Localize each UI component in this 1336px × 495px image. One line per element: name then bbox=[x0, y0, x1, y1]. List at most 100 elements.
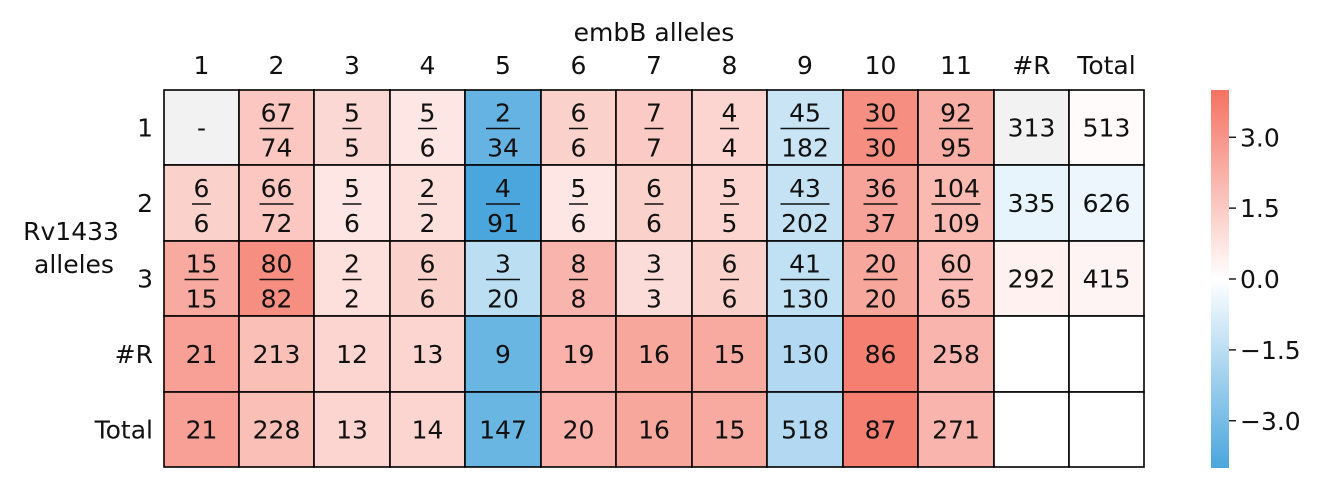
cell-denominator: 130 bbox=[781, 285, 829, 314]
row-label: 1 bbox=[137, 114, 153, 143]
cell-numerator: 80 bbox=[261, 250, 293, 279]
heatmap-cell bbox=[1068, 89, 1145, 166]
cell-numerator: 2 bbox=[420, 174, 436, 203]
cell-label: 86 bbox=[865, 340, 897, 369]
cell-numerator: 2 bbox=[495, 99, 511, 128]
heatmap-cell bbox=[842, 391, 919, 468]
cell-numerator: 30 bbox=[865, 99, 897, 128]
cell-denominator: 30 bbox=[865, 134, 897, 163]
cell-denominator: 8 bbox=[571, 285, 587, 314]
colorbar-tick-label: 1.5 bbox=[1240, 194, 1280, 223]
cell-numerator: 41 bbox=[789, 250, 821, 279]
cell-denominator: 20 bbox=[865, 285, 897, 314]
cell-label: 213 bbox=[253, 340, 301, 369]
row-label: Total bbox=[94, 416, 153, 445]
heatmap-cell bbox=[464, 315, 542, 393]
heatmap-cell bbox=[615, 391, 693, 468]
cell-numerator: 5 bbox=[722, 174, 738, 203]
cell-denominator: 6 bbox=[420, 285, 436, 314]
cell-label: 513 bbox=[1083, 114, 1131, 143]
column-label: 6 bbox=[571, 51, 587, 80]
cell-fraction: 22 bbox=[342, 250, 362, 314]
column-label: Total bbox=[1076, 51, 1135, 80]
column-label: 10 bbox=[865, 51, 897, 80]
cell-numerator: 15 bbox=[186, 250, 218, 279]
heatmap-cell bbox=[615, 164, 693, 242]
cell-fraction: 66 bbox=[192, 174, 211, 238]
column-label: 9 bbox=[797, 51, 813, 80]
heatmap-cell bbox=[540, 240, 617, 317]
cell-denominator: 65 bbox=[940, 285, 972, 314]
cell-denominator: 5 bbox=[344, 134, 360, 163]
row-label: 2 bbox=[137, 189, 153, 218]
cell-label: 20 bbox=[563, 416, 595, 445]
cell-numerator: 6 bbox=[571, 99, 587, 128]
cell-fraction: 491 bbox=[486, 174, 520, 238]
column-label: 5 bbox=[495, 51, 511, 80]
cell-label: 19 bbox=[563, 340, 595, 369]
cell-label: 335 bbox=[1008, 189, 1056, 218]
cell-denominator: 3 bbox=[646, 285, 662, 314]
cell-label: 228 bbox=[253, 416, 301, 445]
cell-numerator: 4 bbox=[722, 99, 738, 128]
cell-numerator: 20 bbox=[865, 250, 897, 279]
heatmap-cell bbox=[691, 391, 768, 468]
heatmap-cell bbox=[842, 89, 919, 166]
cell-numerator: 5 bbox=[420, 99, 436, 128]
cell-denominator: 6 bbox=[344, 209, 360, 238]
heatmap-cell bbox=[917, 164, 995, 242]
cell-fraction: 22 bbox=[418, 174, 437, 238]
heatmap-cell bbox=[464, 240, 542, 317]
heatmap-cell bbox=[163, 391, 240, 468]
cell-numerator: 5 bbox=[571, 174, 587, 203]
heatmap-cell bbox=[766, 315, 844, 393]
cell-denominator: 91 bbox=[487, 209, 519, 238]
cell-label: 415 bbox=[1083, 265, 1131, 294]
heatmap-cell bbox=[993, 164, 1070, 242]
cell-fraction: 33 bbox=[644, 250, 664, 314]
heatmap-cell bbox=[238, 164, 315, 242]
cell-numerator: 92 bbox=[940, 99, 972, 128]
heatmap-cell bbox=[766, 240, 844, 317]
colorbar-tick-label: 0.0 bbox=[1240, 265, 1280, 294]
cell-fraction: 44 bbox=[720, 99, 739, 163]
cell-fraction: 66 bbox=[720, 250, 739, 314]
cell-denominator: 6 bbox=[722, 285, 738, 314]
cell-label: 130 bbox=[781, 340, 829, 369]
heatmap-cell bbox=[238, 89, 315, 166]
cell-fraction: 66 bbox=[418, 250, 437, 314]
cell-denominator: 5 bbox=[722, 209, 738, 238]
cell-numerator: 6 bbox=[194, 174, 210, 203]
cell-label: 147 bbox=[479, 416, 527, 445]
cell-label: 518 bbox=[781, 416, 829, 445]
cell-fraction: 234 bbox=[486, 99, 520, 163]
cell-denominator: 109 bbox=[932, 209, 980, 238]
cell-label: 271 bbox=[932, 416, 980, 445]
cell-label: 87 bbox=[865, 416, 897, 445]
cell-numerator: 2 bbox=[344, 250, 360, 279]
cell-label: 15 bbox=[714, 340, 746, 369]
cell-label: 16 bbox=[638, 416, 670, 445]
cell-label: 292 bbox=[1008, 265, 1056, 294]
cell-fraction: 320 bbox=[486, 250, 520, 314]
heatmap-cell bbox=[313, 164, 391, 242]
column-label: 4 bbox=[420, 51, 436, 80]
cell-label: 21 bbox=[186, 340, 218, 369]
colorbar-tick-label: −1.5 bbox=[1240, 336, 1301, 365]
heatmap-cell bbox=[464, 391, 542, 468]
heatmap-cell bbox=[691, 89, 768, 166]
colorbar-tick-label: −3.0 bbox=[1240, 407, 1301, 436]
cell-numerator: 66 bbox=[261, 174, 293, 203]
colorbar: 3.0 1.5 0.0 −1.5 −3.0 bbox=[1211, 90, 1301, 468]
cell-numerator: 104 bbox=[932, 174, 980, 203]
cell-denominator: 95 bbox=[940, 134, 972, 163]
heatmap-cell bbox=[691, 164, 768, 242]
